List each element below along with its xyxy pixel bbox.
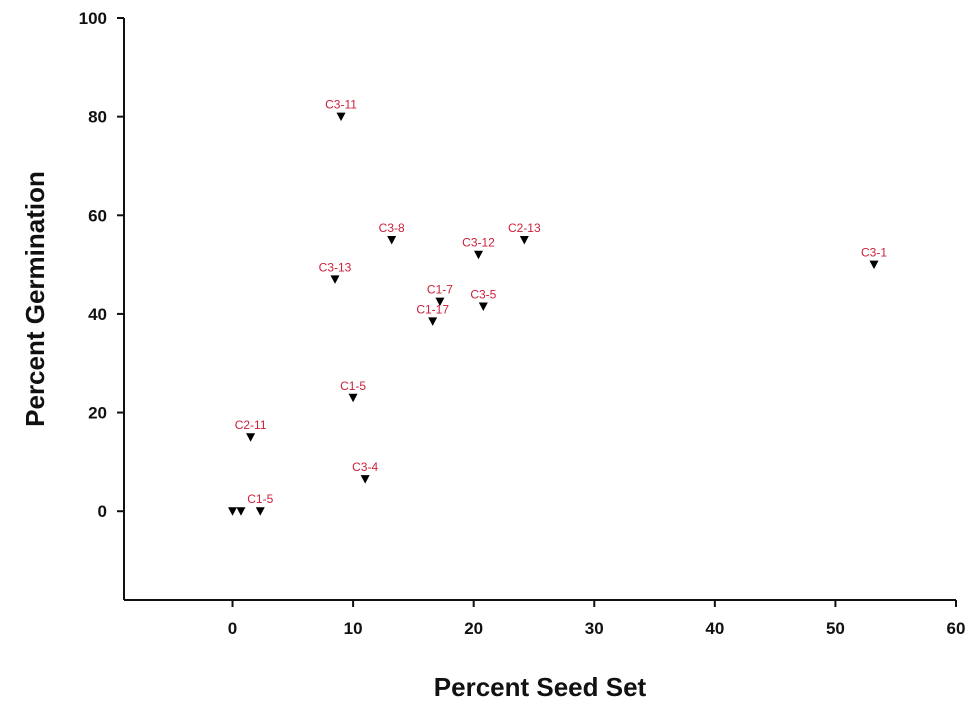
- data-point: [519, 235, 529, 245]
- y-tick-label: 0: [98, 502, 107, 521]
- data-point: [478, 302, 488, 312]
- x-tick-label: 10: [344, 619, 363, 638]
- x-tick-label: 30: [585, 619, 604, 638]
- y-tick-label: 20: [88, 404, 107, 423]
- data-point-label: C1-7: [427, 283, 453, 297]
- data-point: [474, 250, 484, 260]
- data-point-label: C3-8: [379, 221, 405, 235]
- data-point: [236, 507, 246, 516]
- data-point: [435, 297, 445, 307]
- data-point: [869, 260, 879, 270]
- data-point: [246, 433, 256, 442]
- data-point-label: C2-13: [508, 221, 541, 235]
- x-tick-label: 20: [464, 619, 483, 638]
- data-point: [360, 475, 370, 484]
- y-tick-label: 40: [88, 305, 107, 324]
- data-point: [228, 507, 238, 516]
- data-point-label: C3-4: [352, 460, 378, 474]
- x-axis-title: Percent Seed Set: [434, 672, 647, 702]
- y-tick-label: 100: [79, 9, 107, 28]
- data-point-label: C1-5: [247, 492, 273, 506]
- data-point: [336, 112, 346, 122]
- data-point-label: C2-11: [235, 418, 267, 432]
- y-tick-label: 60: [88, 206, 107, 225]
- x-tick-label: 0: [228, 619, 237, 638]
- data-point-label: C3-11: [325, 98, 357, 112]
- data-point-label: C3-5: [470, 288, 496, 302]
- data-point-label: C1-17: [416, 302, 449, 316]
- x-tick-label: 40: [705, 619, 724, 638]
- data-point: [428, 317, 438, 326]
- data-point: [348, 393, 358, 403]
- data-point-label: C3-1: [861, 246, 887, 260]
- y-axis-title: Percent Germination: [20, 171, 50, 427]
- y-tick-label: 80: [88, 108, 107, 127]
- x-tick-label: 60: [947, 619, 966, 638]
- data-point: [330, 275, 340, 284]
- x-axis-ticks: 0 10 20 30 40 50 60: [228, 600, 966, 638]
- data-point-label: C1-5: [340, 379, 366, 393]
- data-point: [255, 507, 265, 516]
- y-axis-ticks: 0 20 40 60 80 100: [79, 9, 124, 521]
- data-point: [387, 235, 397, 245]
- data-point-label: C3-12: [462, 236, 495, 250]
- x-tick-label: 50: [826, 619, 845, 638]
- data-points: C3-11 C3-8 C2-13 C3-12 C3-1 C3-13 C1-7 C3-5 C1-1…: [228, 98, 887, 516]
- data-point-label: C3-13: [319, 260, 352, 274]
